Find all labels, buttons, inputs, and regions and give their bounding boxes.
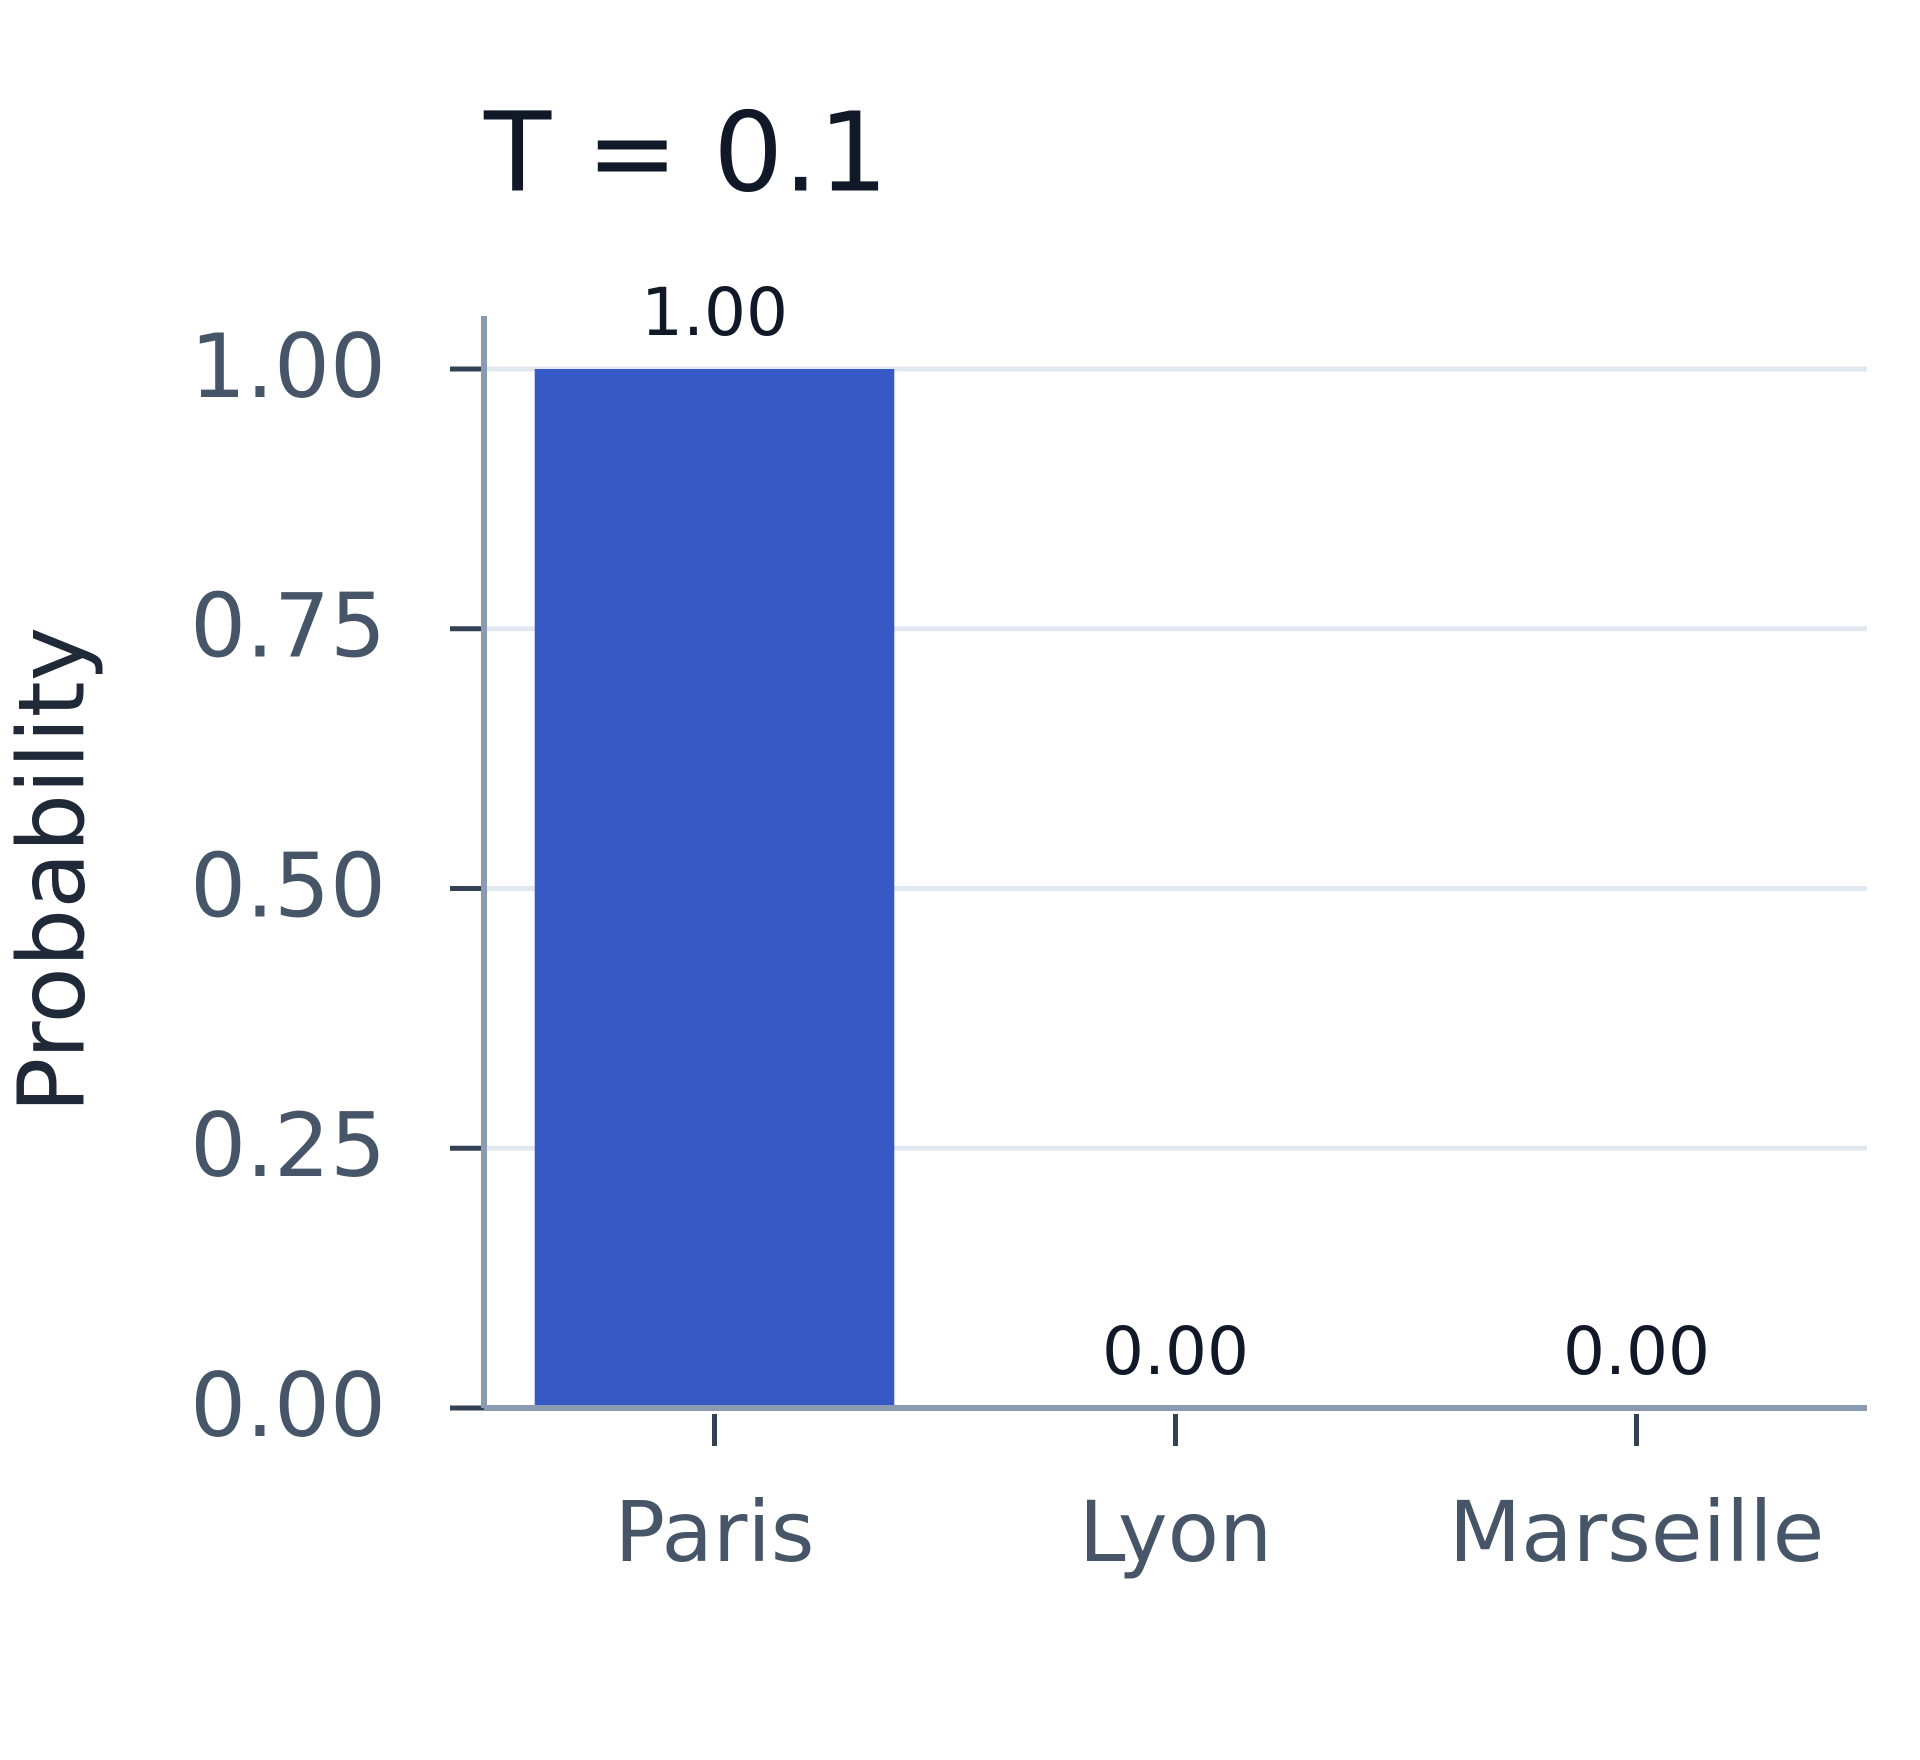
x-tick-label: Lyon <box>1079 1483 1272 1581</box>
value-label: 1.00 <box>641 274 788 351</box>
x-tick-label: Paris <box>615 1483 815 1581</box>
chart-title: T = 0.1 <box>483 88 888 216</box>
y-axis-label: Probability <box>0 627 105 1113</box>
bar <box>534 369 895 1408</box>
value-label: 0.00 <box>1102 1313 1249 1390</box>
value-label: 0.00 <box>1563 1313 1710 1390</box>
x-tick-label: Marseille <box>1449 1483 1825 1581</box>
y-tick-label: 0.75 <box>190 575 386 678</box>
y-tick-label: 0.00 <box>190 1354 386 1457</box>
y-tick-label: 1.00 <box>190 315 386 418</box>
y-tick-label: 0.50 <box>190 834 386 937</box>
y-tick-label: 0.25 <box>190 1094 386 1197</box>
